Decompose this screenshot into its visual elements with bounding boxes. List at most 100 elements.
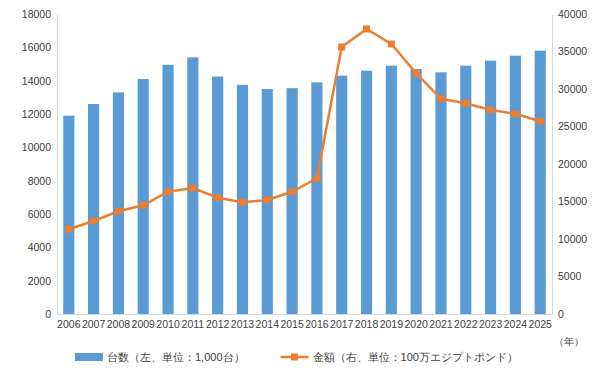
bar [187, 57, 198, 314]
y2-axis-tick: 5000 [552, 270, 582, 282]
y-axis-tick: 4000 [28, 241, 57, 253]
x-axis-tick: 2024 [504, 314, 528, 330]
y-axis-tick-label: 2000 [28, 275, 52, 287]
x-axis-tick: 2023 [479, 314, 503, 330]
bar [411, 69, 422, 314]
bar [237, 85, 248, 314]
marker [413, 70, 420, 77]
y-axis: 0 2000 4000 6000 8000 10000 12000 14000 16000 180… [22, 8, 58, 320]
y2-axis-tick-label: 15000 [558, 195, 587, 207]
y-axis-tick: 2000 [28, 275, 57, 287]
y2-axis-tick: 25000 [552, 120, 587, 132]
bar [113, 92, 124, 314]
bar [535, 51, 546, 314]
x-axis-tick: 2012 [206, 314, 230, 330]
y-axis-tick: 12000 [22, 108, 57, 120]
y-axis-tick-label: 12000 [22, 108, 51, 120]
y-axis-tick: 18000 [22, 8, 57, 20]
y2-axis-tick-label: 20000 [558, 158, 587, 170]
x-axis-tick: 2008 [107, 314, 131, 330]
marker [140, 202, 147, 209]
x-axis-tick-label: 2017 [330, 318, 354, 330]
y-axis-tick-label: 4000 [28, 241, 52, 253]
marker [512, 110, 519, 117]
x-axis-tick: 2021 [429, 314, 453, 330]
x-axis-tick-label: 2011 [182, 318, 205, 330]
bar [336, 76, 347, 314]
bar [162, 65, 173, 314]
y2-axis-tick: 10000 [552, 233, 587, 245]
x-axis-tick: 2013 [231, 314, 255, 330]
x-axis-tick: 2017 [330, 314, 354, 330]
y-axis-tick-label: 10000 [22, 141, 51, 153]
marker [289, 188, 296, 195]
bar [138, 79, 149, 314]
x-axis-tick: 2018 [355, 314, 379, 330]
y-axis-tick: 8000 [28, 175, 57, 187]
y2-axis-tick-label: 35000 [558, 45, 587, 57]
marker [189, 185, 196, 192]
marker [462, 100, 469, 107]
marker-series [65, 26, 543, 233]
marker [437, 95, 444, 102]
x-axis-tick-label: 2006 [57, 318, 81, 330]
y2-axis-tick: 20000 [552, 158, 587, 170]
y-axis-line [57, 15, 58, 315]
bar [361, 71, 372, 314]
y-axis-tick-label: 18000 [22, 8, 51, 20]
x-axis: 2006200720082009201020112012201320142015… [57, 314, 552, 330]
x-axis-tick: 2015 [280, 314, 304, 330]
y-axis-tick-label: 16000 [22, 41, 51, 53]
x-axis-tick-label: 2024 [504, 318, 528, 330]
x-axis-tick-label: 2019 [380, 318, 404, 330]
marker [90, 218, 97, 225]
x-axis-tick: 2010 [156, 314, 180, 330]
x-axis-tick-label: 2014 [256, 318, 280, 330]
marker [537, 118, 544, 125]
y-axis-tick: 6000 [28, 208, 57, 220]
y-axis-tick-label: 0 [45, 308, 51, 320]
legend-label: 金額（右、単位：100万エジプトポンド） [313, 351, 518, 363]
marker [115, 208, 122, 215]
x-axis-tick-label: 2013 [231, 318, 255, 330]
bar-series [63, 51, 546, 314]
x-axis-tick: 2009 [132, 314, 156, 330]
x-axis-tick: 2014 [256, 314, 280, 330]
y-axis-tick-label: 14000 [22, 75, 51, 87]
y2-axis-tick-label: 40000 [558, 8, 587, 20]
y2-axis-tick: 35000 [552, 45, 587, 57]
marker [388, 41, 395, 48]
y2-axis: 0500010000150002000025000300003500040000 [552, 8, 587, 320]
y-axis-tick: 0 [45, 308, 57, 320]
x-axis-tick-label: 2012 [206, 318, 230, 330]
legend-label: 台数（左、単位：1,000台） [107, 351, 245, 363]
marker [313, 175, 320, 182]
y-axis-tick: 14000 [22, 75, 57, 87]
y2-axis-tick: 30000 [552, 83, 587, 95]
y-axis-tick-label: 6000 [28, 208, 52, 220]
marker [264, 197, 271, 204]
x-axis-tick-label: 2010 [156, 318, 180, 330]
marker [239, 199, 246, 206]
y2-axis-tick: 40000 [552, 8, 587, 20]
marker [363, 26, 370, 33]
marker [65, 226, 72, 233]
marker [338, 44, 345, 51]
plot-area [63, 26, 546, 315]
y2-axis-tick: 15000 [552, 195, 587, 207]
y2-axis-tick-label: 30000 [558, 83, 587, 95]
bar [485, 61, 496, 314]
x-axis-tick: 2025 [529, 314, 553, 330]
legend-swatch [75, 353, 103, 361]
bar [435, 72, 446, 314]
x-axis-tick: 2006 [57, 314, 81, 330]
x-axis-tick-label: 2016 [305, 318, 329, 330]
x-axis-tick-label: 2023 [479, 318, 503, 330]
y2-axis-tick-label: 5000 [558, 270, 582, 282]
x-axis-tick: 2022 [454, 314, 478, 330]
x-axis-title: （年） [554, 336, 584, 347]
x-axis-tick: 2020 [404, 314, 428, 330]
x-axis-tick-label: 2018 [355, 318, 379, 330]
chart: 0 2000 4000 6000 8000 10000 12000 14000 16000 180… [0, 0, 606, 376]
x-axis-tick: 2019 [380, 314, 404, 330]
